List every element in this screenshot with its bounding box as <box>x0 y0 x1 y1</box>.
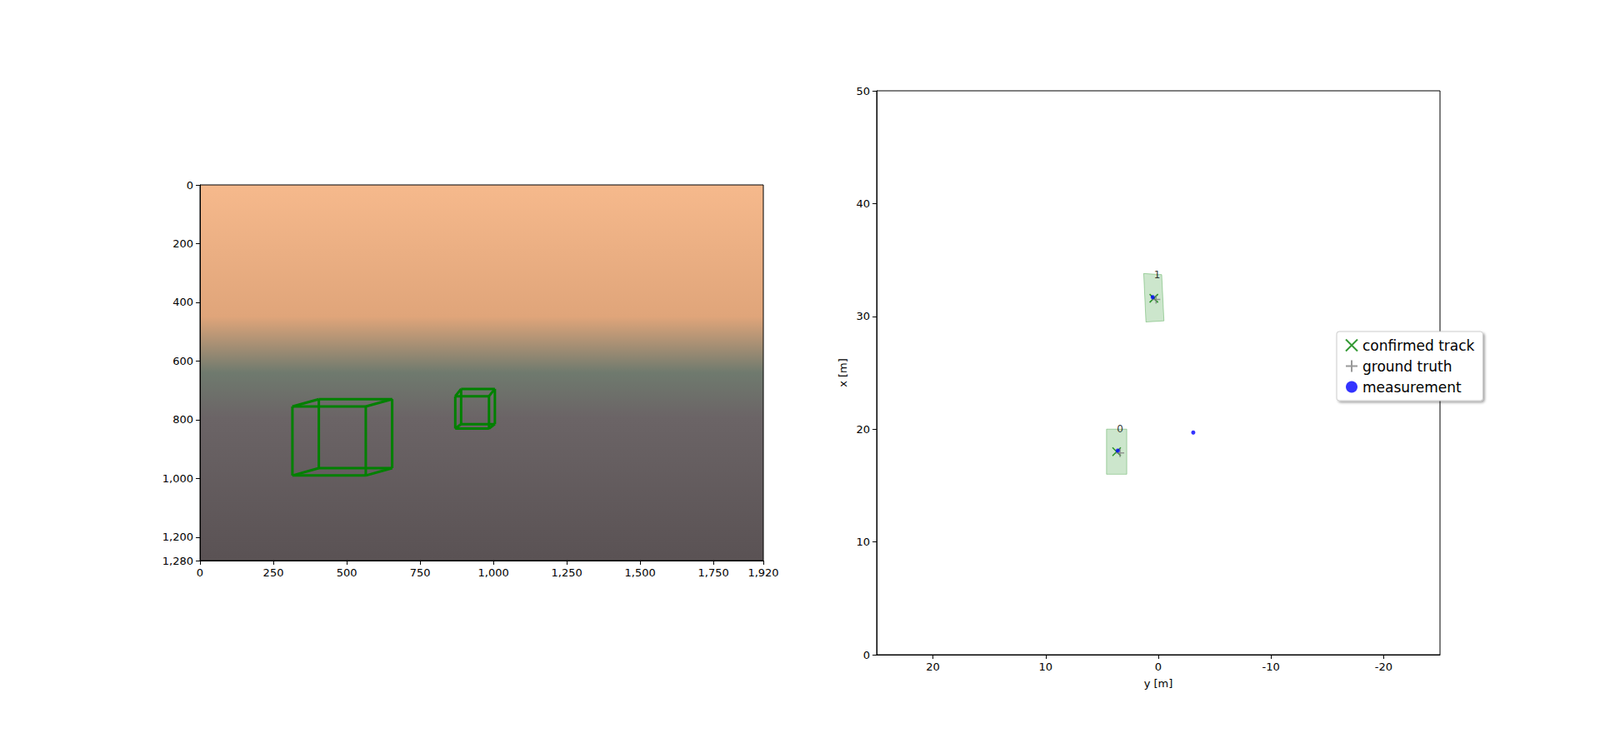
svg-text:500: 500 <box>336 566 358 580</box>
svg-text:20: 20 <box>855 423 870 436</box>
svg-text:0: 0 <box>186 179 194 192</box>
svg-text:10: 10 <box>855 535 870 549</box>
svg-text:1,750: 1,750 <box>698 566 730 580</box>
svg-text:x [m]: x [m] <box>836 358 850 388</box>
svg-text:1,280: 1,280 <box>162 555 194 568</box>
svg-text:750: 750 <box>410 566 431 580</box>
svg-text:1,200: 1,200 <box>162 530 194 544</box>
svg-text:ground truth: ground truth <box>1362 358 1452 375</box>
svg-text:0: 0 <box>1155 660 1162 674</box>
svg-text:y [m]: y [m] <box>1144 677 1174 690</box>
svg-text:0: 0 <box>1116 423 1124 435</box>
svg-text:50: 50 <box>855 85 870 98</box>
svg-text:600: 600 <box>172 355 194 368</box>
svg-text:250: 250 <box>263 566 285 580</box>
svg-text:confirmed track: confirmed track <box>1362 337 1475 355</box>
svg-text:1: 1 <box>1154 269 1161 281</box>
svg-text:30: 30 <box>855 310 870 323</box>
svg-text:1,000: 1,000 <box>162 472 194 485</box>
svg-text:0: 0 <box>863 649 870 662</box>
svg-text:0: 0 <box>196 566 204 580</box>
svg-text:10: 10 <box>1039 660 1054 674</box>
svg-text:200: 200 <box>172 237 194 250</box>
svg-text:20: 20 <box>925 660 940 674</box>
svg-text:1,000: 1,000 <box>477 566 509 580</box>
svg-text:1,250: 1,250 <box>550 566 582 580</box>
svg-text:1,500: 1,500 <box>625 566 656 580</box>
svg-text:-20: -20 <box>1375 660 1393 674</box>
svg-text:40: 40 <box>855 197 870 210</box>
svg-text:measurement: measurement <box>1362 379 1462 396</box>
svg-text:400: 400 <box>172 295 194 309</box>
svg-text:1,920: 1,920 <box>747 566 779 580</box>
svg-text:-10: -10 <box>1262 660 1280 674</box>
svg-text:800: 800 <box>172 413 194 426</box>
